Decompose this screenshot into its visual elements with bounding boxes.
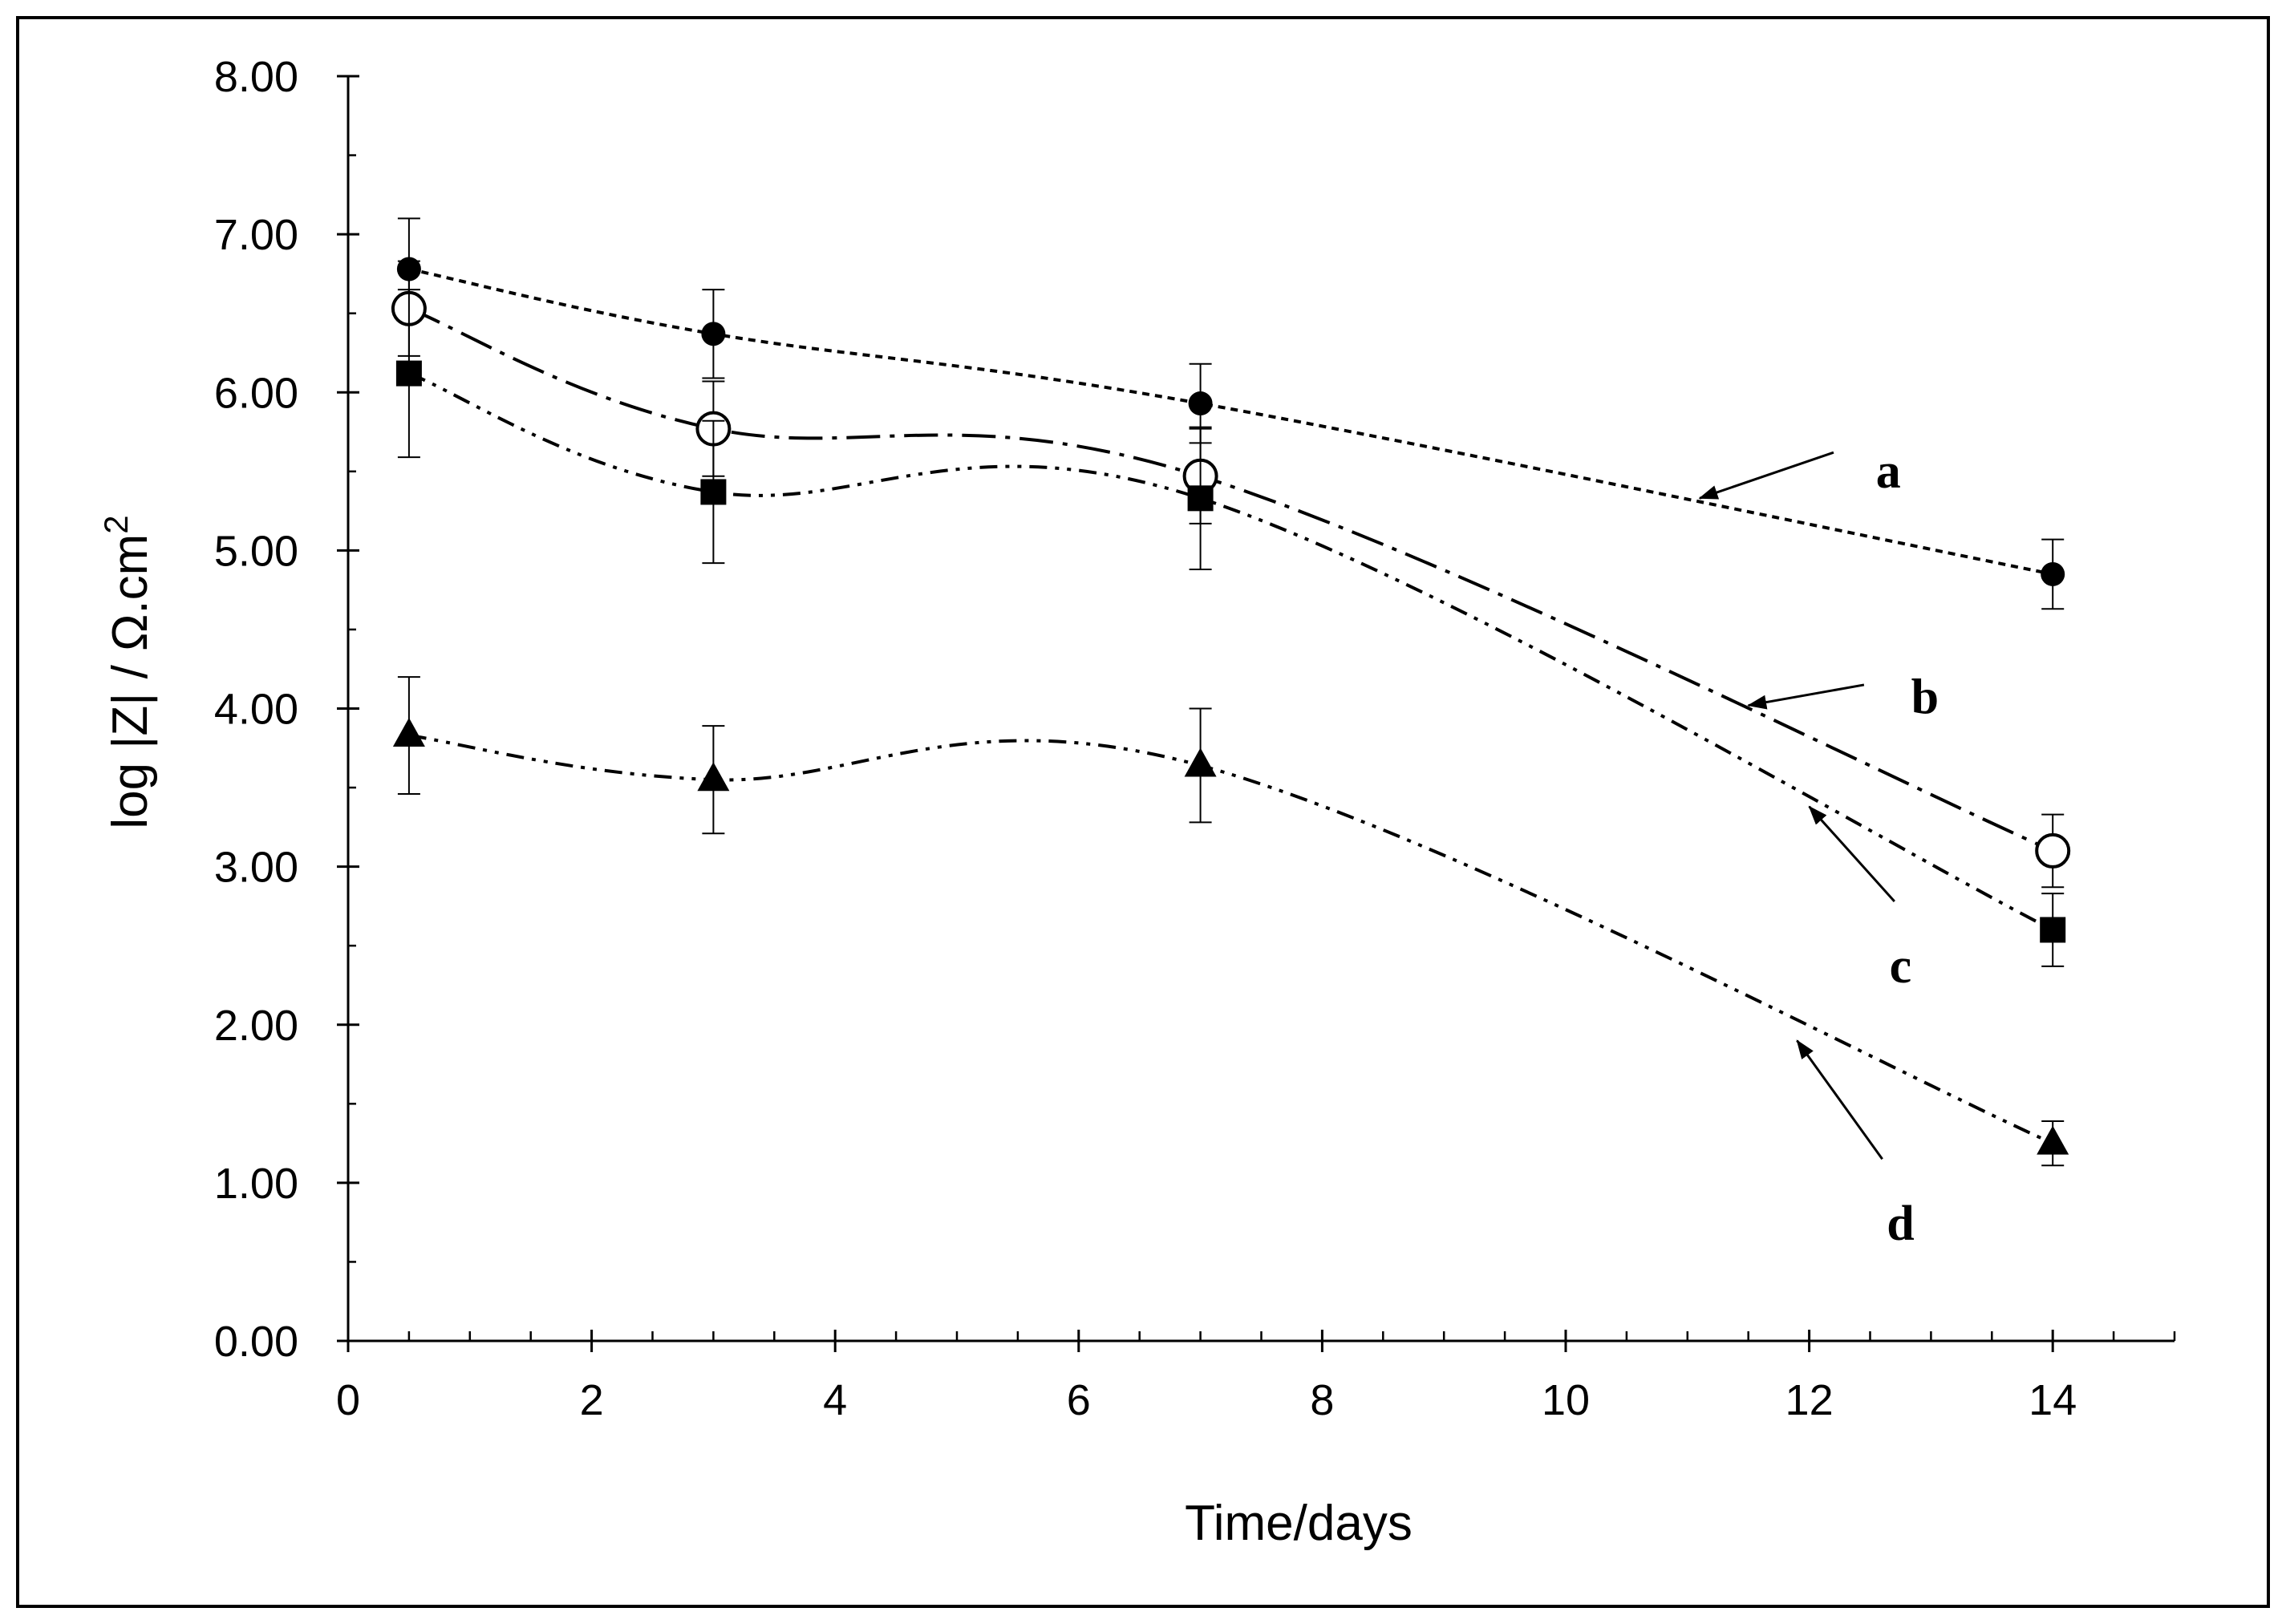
annotation-layer: a b c d	[1698, 444, 1939, 1251]
y-tick-label: 7.00	[214, 211, 298, 259]
series-arrow-c	[1808, 805, 1895, 902]
data-point	[392, 718, 425, 747]
series-arrow-d	[1796, 1039, 1883, 1160]
y-tick-label: 5.00	[214, 527, 298, 575]
series-arrow-a	[1698, 451, 1834, 500]
series-label-b: b	[1911, 670, 1939, 725]
data-point	[700, 479, 727, 505]
y-tick-label: 0.00	[214, 1318, 298, 1366]
data-point	[2035, 832, 2071, 869]
series-line-a	[408, 267, 2053, 576]
x-tick-label: 4	[823, 1376, 847, 1424]
data-point	[1184, 747, 1217, 777]
x-tick-label: 2	[580, 1376, 604, 1424]
series-d	[392, 676, 2069, 1167]
series-line-d	[408, 734, 2054, 1145]
series-line-b	[408, 306, 2054, 852]
series-b	[391, 260, 2071, 889]
series-a	[396, 217, 2065, 610]
y-tick-label: 2.00	[214, 1002, 298, 1050]
y-axis-title-main: log |Z| / Ω.cm	[103, 534, 158, 829]
series-label-d: d	[1887, 1197, 1914, 1251]
data-point	[2040, 917, 2066, 943]
ticks	[337, 75, 2176, 1352]
y-tick-label: 6.00	[214, 369, 298, 417]
data-point	[701, 322, 726, 346]
series-arrow-b	[1747, 683, 1865, 710]
x-tick-label: 10	[1542, 1376, 1590, 1424]
x-axis-title: Time/days	[1185, 1496, 1413, 1551]
x-tick-label: 0	[336, 1376, 360, 1424]
tick-labels: 0.00 1.00 2.00 3.00 4.00 5.00 6.00 7.00 8.00 0 2 4 6…	[214, 53, 2077, 1424]
x-tick-label: 8	[1310, 1376, 1334, 1424]
series-c	[395, 289, 2066, 967]
y-tick-label: 1.00	[214, 1160, 298, 1208]
x-tick-label: 12	[1785, 1376, 1834, 1424]
data-point	[2041, 561, 2065, 586]
data-point	[2037, 1125, 2069, 1155]
series-line-c	[408, 371, 2054, 932]
data-point	[395, 360, 422, 387]
series-label-c: c	[1890, 939, 1912, 994]
y-axis-title: log |Z| / Ω.cm2	[97, 515, 158, 828]
series-layer	[391, 217, 2071, 1167]
data-point	[697, 762, 730, 792]
x-tick-label: 14	[2029, 1376, 2077, 1424]
y-tick-label: 4.00	[214, 686, 298, 734]
data-point	[1187, 485, 1214, 512]
y-axis-title-superscript: 2	[97, 515, 135, 533]
chart-border	[16, 16, 2270, 1608]
x-tick-label: 6	[1067, 1376, 1091, 1424]
y-tick-label: 3.00	[214, 844, 298, 892]
y-tick-label: 8.00	[214, 53, 298, 101]
data-point	[1188, 391, 1213, 416]
series-label-a: a	[1876, 444, 1901, 499]
